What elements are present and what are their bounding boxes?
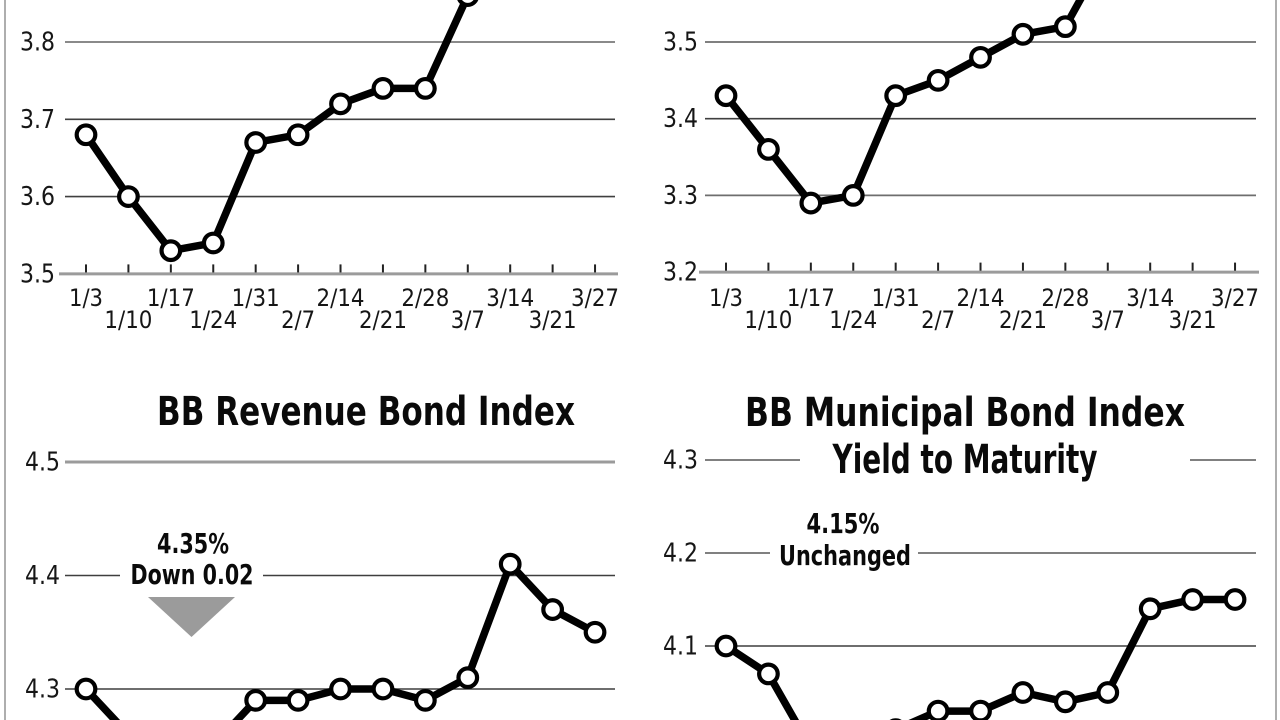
x-axis-label: 1/3 [69, 284, 103, 312]
chart-revenue-bond-index: 4.5 4.4 4.3 4.35%Down 0.02 BB Revenue Bond I… [25, 389, 615, 720]
x-axis-label: 3/14 [486, 284, 534, 312]
x-axis-label: 3/27 [571, 284, 619, 312]
data-point-marker [1053, 690, 1077, 714]
x-axis-label: 2/14 [317, 284, 365, 312]
data-point-marker [969, 699, 992, 720]
data-point-marker [329, 92, 352, 116]
x-axis-label: 1/10 [104, 306, 152, 334]
data-point-marker [757, 137, 780, 161]
data-point-marker [117, 185, 140, 209]
x-axis-label: 1/31 [232, 284, 280, 312]
y-axis-label: 3.2 [663, 258, 698, 288]
data-point-marker [413, 76, 437, 100]
annotation-text: Unchanged [779, 539, 911, 572]
down-arrow-icon [148, 597, 235, 637]
y-axis-label: 4.3 [663, 446, 698, 476]
data-point-marker [757, 662, 780, 686]
data-point-marker [583, 620, 607, 644]
data-point-marker [457, 0, 479, 8]
chart-title: BB Municipal Bond Index [745, 390, 1185, 436]
x-axis-label: 2/14 [957, 284, 1005, 312]
y-axis-label: 3.5 [663, 28, 698, 58]
annotation-text: 4.35% [157, 527, 229, 560]
x-axis-label: 1/10 [744, 306, 792, 334]
data-point-marker [498, 552, 522, 576]
x-axis-label: 1/24 [189, 306, 237, 334]
x-axis-label: 3/27 [1211, 284, 1259, 312]
x-axis-label: 1/17 [147, 284, 195, 312]
data-point-marker [74, 677, 98, 701]
annotation-text: Down 0.02 [131, 558, 254, 591]
x-axis-label: 1/24 [829, 306, 877, 334]
data-point-marker [201, 231, 225, 255]
x-axis-label: 1/17 [787, 284, 835, 312]
y-axis-label: 3.4 [663, 104, 698, 134]
y-axis-label: 3.8 [20, 28, 55, 58]
data-line [82, 0, 470, 255]
data-point-marker [926, 699, 950, 720]
x-axis-label: 1/31 [872, 284, 920, 312]
y-axis-label: 3.7 [20, 105, 55, 135]
data-point-marker [329, 677, 352, 701]
data-point-marker [541, 598, 565, 621]
data-point-marker [286, 688, 310, 712]
data-point-marker [1011, 681, 1035, 704]
data-point-marker [244, 131, 268, 154]
y-axis-label: 4.1 [663, 632, 698, 662]
data-point-marker [1223, 588, 1247, 611]
x-axis-label: 2/7 [921, 306, 955, 334]
data-point-marker [714, 84, 738, 108]
chart-top-right-index: 3.53.43.33.21/31/101/171/241/312/72/142/… [663, 0, 1259, 334]
y-axis-label: 3.3 [663, 181, 698, 211]
x-axis-label: 3/7 [451, 306, 485, 334]
data-line [723, 0, 1085, 208]
data-point-marker [714, 634, 738, 658]
y-axis-label: 4.5 [25, 448, 60, 478]
y-axis-label: 3.6 [20, 182, 55, 212]
x-axis-label: 3/21 [529, 306, 577, 334]
data-point-marker [286, 123, 310, 147]
y-axis-label: 4.3 [25, 675, 60, 705]
x-axis-label: 3/14 [1126, 284, 1174, 312]
data-point-marker [1096, 681, 1120, 704]
data-point-marker [1011, 22, 1035, 46]
data-point-marker [969, 45, 992, 69]
data-point-marker [371, 677, 395, 701]
data-point-marker [1053, 15, 1077, 39]
annotation-text: 4.15% [807, 507, 880, 540]
data-point-marker [244, 688, 268, 712]
data-point-marker [371, 76, 395, 100]
y-axis-label: 4.4 [25, 561, 60, 591]
x-axis-label: 2/7 [281, 306, 315, 334]
data-point-marker [456, 666, 480, 690]
chart-top-left-index: 3.83.73.63.51/31/101/171/241/312/72/142/… [20, 0, 619, 334]
y-axis-label: 3.5 [20, 259, 55, 289]
x-axis-label: 3/21 [1169, 306, 1217, 334]
x-axis-label: 1/3 [709, 284, 743, 312]
data-point-marker [74, 123, 98, 147]
x-axis-label: 3/7 [1091, 306, 1125, 334]
data-point-marker [884, 84, 908, 108]
data-point-marker [1138, 597, 1162, 621]
chart-title: BB Revenue Bond Index [157, 389, 575, 435]
x-axis-label: 2/28 [401, 284, 449, 312]
data-point-marker [413, 688, 437, 712]
data-point-marker [841, 183, 865, 207]
chart-title: Yield to Maturity [832, 437, 1098, 483]
x-axis-label: 2/21 [359, 306, 407, 334]
x-axis-label: 2/21 [999, 306, 1047, 334]
y-axis-label: 4.2 [663, 539, 698, 569]
chart-municipal-bond-index-ytm: 4.3 4.2 4.1 4.15%Unchanged BB Municipal Bond… [663, 390, 1256, 720]
data-point-marker [926, 68, 950, 92]
x-axis-label: 2/28 [1041, 284, 1089, 312]
data-point-marker [799, 191, 823, 215]
data-point-marker [1181, 588, 1205, 611]
data-point-marker [159, 239, 183, 263]
